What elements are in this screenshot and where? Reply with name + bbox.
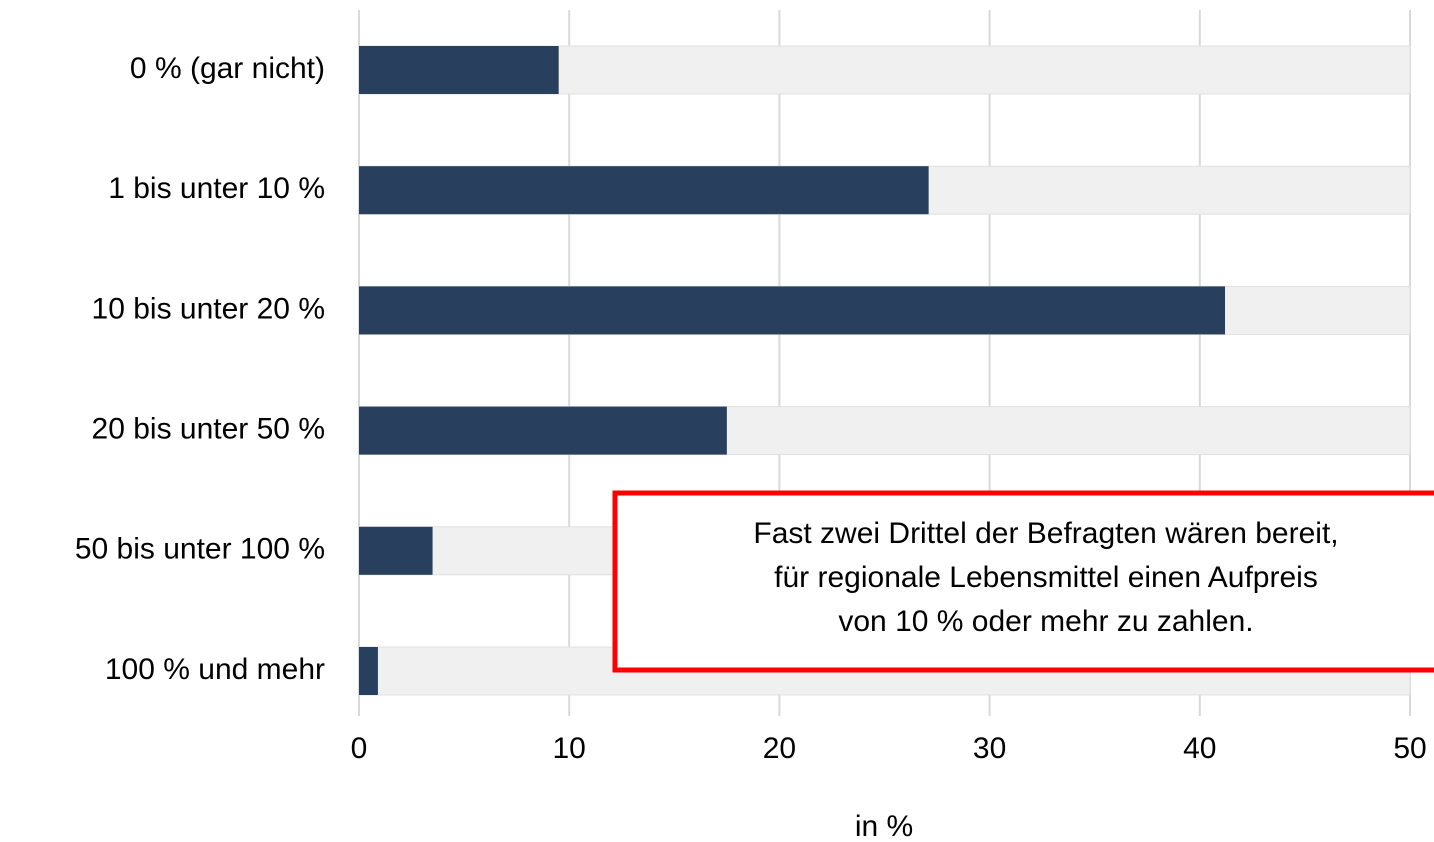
annotation-text: von 10 % oder mehr zu zahlen.	[838, 605, 1253, 638]
x-tick-label: 30	[973, 732, 1006, 765]
y-tick-label: 10 bis unter 20 %	[92, 292, 325, 325]
x-tick-label: 50	[1393, 732, 1426, 765]
x-tick-label: 0	[351, 732, 368, 765]
bar	[359, 526, 433, 575]
y-tick-label: 50 bis unter 100 %	[75, 533, 325, 566]
bar	[359, 406, 727, 455]
y-tick-label: 20 bis unter 50 %	[92, 413, 325, 446]
x-axis-label: in %	[855, 810, 913, 842]
y-tick-label: 0 % (gar nicht)	[130, 52, 325, 85]
y-tick-label: 1 bis unter 10 %	[108, 172, 325, 205]
x-tick-label: 20	[763, 732, 796, 765]
x-tick-label: 10	[553, 732, 586, 765]
annotation-text: Fast zwei Drittel der Befragten wären be…	[753, 517, 1338, 550]
bar	[359, 286, 1226, 335]
x-tick-label: 40	[1183, 732, 1216, 765]
annotation-text: für regionale Lebensmittel einen Aufprei…	[774, 561, 1318, 594]
bar	[359, 46, 559, 94]
bar	[359, 647, 378, 695]
y-tick-label: 100 % und mehr	[105, 653, 325, 686]
bar	[359, 166, 929, 215]
annotation-box	[612, 490, 1434, 673]
